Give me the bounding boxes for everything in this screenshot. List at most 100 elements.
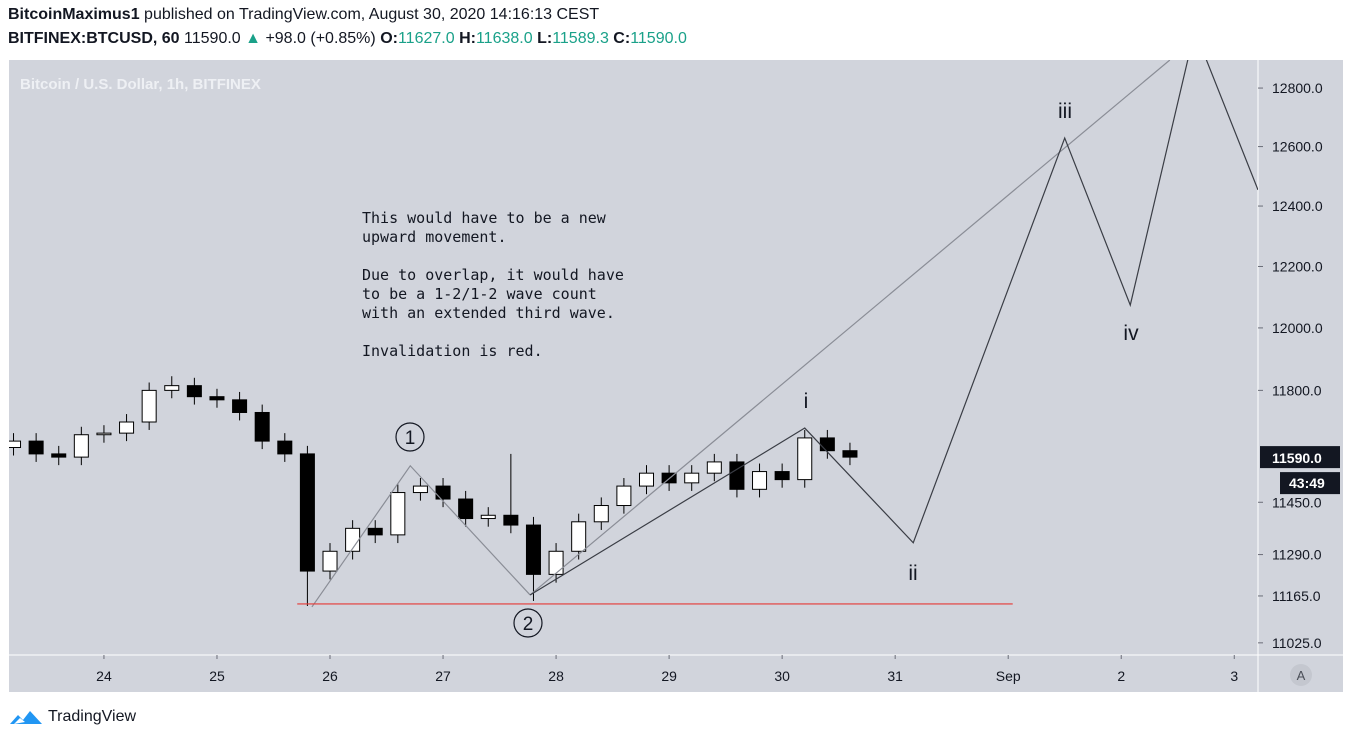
candle-body: [141, 389, 157, 423]
candle-body: [164, 385, 180, 391]
x-tick-label: 25: [209, 668, 225, 684]
candle-body: [435, 485, 451, 500]
price-tag: [1260, 446, 1340, 469]
x-tick-label: 2: [1117, 668, 1125, 684]
candle-body: [9, 440, 22, 449]
chart-title: Bitcoin / U.S. Dollar, 1h, BITFINEX: [20, 76, 261, 93]
note: This would have to be a new upward movem…: [362, 209, 606, 246]
header-line-1: BitcoinMaximus1 published on TradingView…: [8, 6, 599, 24]
candle-body: [616, 485, 632, 507]
candle-body: [571, 521, 587, 552]
change: +98.0 (+0.85%): [265, 30, 376, 47]
y-tick-label: 12400.0: [1272, 198, 1323, 214]
y-tick-label: 12000.0: [1272, 320, 1323, 336]
y-tick-label: 12200.0: [1272, 258, 1323, 274]
plot-area: [9, 60, 1258, 655]
x-tick-label: 24: [96, 668, 112, 684]
candle-body: [593, 505, 609, 523]
countdown: 43:49: [1289, 475, 1325, 491]
chart: Bitcoin / U.S. Dollar, 1h, BITFINEX 1 2 …: [9, 60, 1343, 692]
scale-button[interactable]: [1290, 664, 1312, 686]
countdown-box: [1280, 472, 1340, 495]
arrow: ▲: [245, 30, 261, 47]
candle-body: [525, 524, 541, 575]
high-label: H:: [459, 30, 476, 47]
close: 11590.0: [630, 30, 687, 47]
close-label: C:: [613, 30, 631, 47]
candle-body: [458, 498, 474, 520]
candle-body: [277, 440, 293, 455]
candle-body: [548, 550, 564, 575]
wave-label: iii: [1058, 100, 1072, 123]
x-tick-label: 31: [887, 668, 903, 684]
time-axis: [9, 655, 1258, 692]
price-axis: [1258, 60, 1343, 692]
brand: TradingView: [48, 708, 137, 725]
candle-body: [390, 492, 406, 536]
open: 11627.0: [397, 30, 455, 47]
candle-body: [842, 450, 858, 458]
x-tick-label: Sep: [996, 668, 1021, 684]
footer-logo[interactable]: TradingView: [8, 707, 136, 727]
plot: [9, 60, 1258, 608]
wave-line: [311, 464, 531, 608]
wave-label: iv: [1123, 322, 1139, 345]
candle-body: [299, 453, 315, 572]
y-tick-label: 11290.0: [1272, 547, 1322, 563]
circle: [513, 608, 543, 638]
candle-body: [752, 471, 768, 490]
x-tick-label: 30: [774, 668, 790, 684]
price-tag-label: 11590.0: [1272, 450, 1322, 466]
candle-body: [684, 472, 700, 484]
wave-label: 1: [405, 428, 416, 449]
candle-body: [638, 472, 655, 487]
candle-body: [186, 385, 202, 398]
x-tick-label: 3: [1230, 668, 1238, 684]
candle-body: [503, 514, 519, 526]
y-tick-label: 12800.0: [1272, 80, 1323, 96]
header-line-2: BITFINEX:BTCUSD, 60 11590.0 ▲ +98.0 (+0.…: [8, 30, 687, 48]
note: Invalidation is red.: [362, 342, 543, 360]
open-label: O:: [380, 30, 398, 47]
y-tick-label: 11025.0: [1272, 635, 1322, 651]
candle-body: [73, 434, 89, 458]
candle-body: [774, 471, 790, 481]
low-label: L:: [537, 30, 553, 47]
y-tick-label: 11450.0: [1272, 494, 1322, 510]
scale-button-label[interactable]: A: [1297, 668, 1306, 683]
circle: [395, 422, 425, 452]
candle-body: [797, 437, 813, 481]
annotation: This would have to be a new upward movem…: [362, 209, 627, 380]
wave-line: [529, 60, 1171, 596]
low: 11589.3: [552, 30, 609, 47]
candle-body: [119, 421, 135, 434]
y-tick-label: 11165.0: [1272, 588, 1321, 604]
wave-label: i: [804, 390, 809, 413]
wave-label: ii: [908, 562, 917, 585]
candle-body: [232, 399, 248, 413]
x-tick-label: 29: [661, 668, 677, 684]
author[interactable]: BitcoinMaximus1: [8, 6, 140, 23]
candle-body: [254, 411, 270, 442]
note: Due to overlap, it would have to be a 1-…: [362, 266, 624, 322]
logo-icon: [10, 711, 42, 724]
y-tick-label: 12600.0: [1272, 139, 1323, 155]
published: published on TradingView.com, August 30,…: [144, 6, 600, 23]
wave-line: [529, 60, 1258, 596]
candle-body: [412, 485, 428, 494]
candle-body: [480, 514, 496, 520]
x-tick-label: 27: [435, 668, 451, 684]
last: 11590.0: [184, 30, 241, 47]
x-tick-label: 28: [548, 668, 564, 684]
symbol[interactable]: BITFINEX:BTCUSD, 60: [8, 30, 180, 47]
candle-body: [367, 527, 383, 536]
y-tick-label: 11800.0: [1272, 382, 1322, 398]
candle-body: [345, 527, 361, 552]
candle-body: [322, 550, 338, 572]
wave-label: 2: [523, 614, 534, 635]
candle-body: [96, 432, 112, 436]
candle-body: [729, 461, 745, 490]
candle-body: [819, 437, 835, 452]
candle-body: [706, 461, 722, 474]
